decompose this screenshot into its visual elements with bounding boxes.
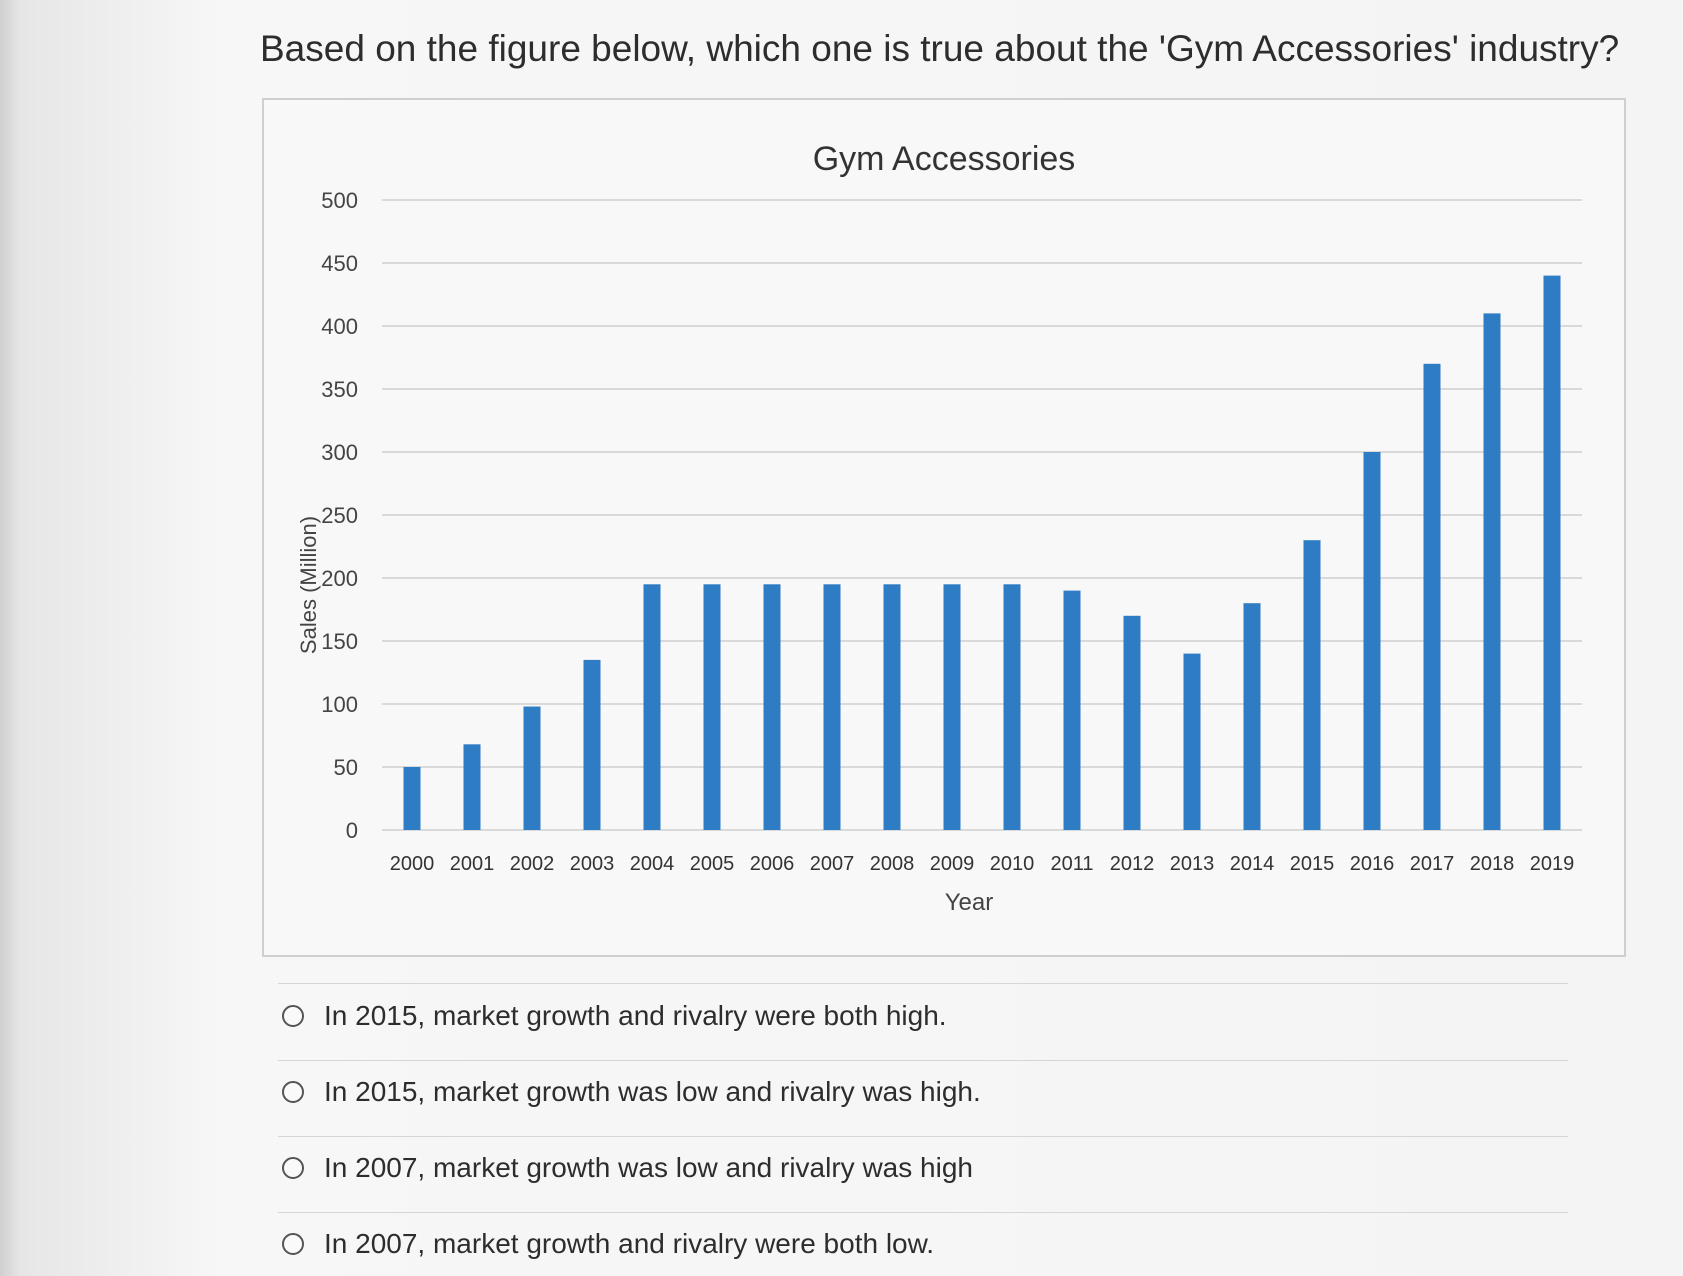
x-tick-label: 2001 — [450, 853, 495, 875]
y-tick-label: 0 — [346, 818, 358, 843]
bar-2013 — [1183, 653, 1201, 830]
bar-2010 — [1003, 584, 1021, 830]
x-tick-label: 2018 — [1470, 853, 1515, 875]
radio-button[interactable] — [282, 1005, 304, 1027]
bar-2011 — [1063, 590, 1081, 830]
bar-2017 — [1423, 363, 1441, 830]
bar-2019 — [1543, 275, 1561, 831]
y-tick-label: 150 — [321, 629, 358, 654]
bar-2009 — [943, 584, 961, 830]
y-tick-label: 500 — [321, 188, 358, 213]
x-tick-label: 2008 — [870, 853, 915, 875]
question-text: Based on the figure below, which one is … — [260, 28, 1620, 69]
x-tick-label: 2005 — [690, 853, 735, 875]
x-tick-label: 2015 — [1290, 853, 1335, 875]
answer-option[interactable]: In 2015, market growth and rivalry were … — [282, 1000, 947, 1032]
y-axis-label: Sales (Million) — [296, 516, 321, 654]
divider — [278, 1212, 1568, 1213]
radio-button[interactable] — [282, 1081, 304, 1103]
bar-2001 — [463, 744, 481, 830]
bar-2003 — [583, 659, 601, 830]
x-tick-label: 2004 — [630, 853, 675, 875]
answer-option-label: In 2007, market growth and rivalry were … — [324, 1228, 935, 1259]
radio-button[interactable] — [282, 1233, 304, 1255]
divider — [278, 1136, 1568, 1137]
answer-option[interactable]: In 2007, market growth was low and rival… — [282, 1152, 973, 1184]
bar-2014 — [1243, 603, 1261, 830]
divider — [278, 983, 1568, 984]
x-tick-label: 2007 — [810, 853, 855, 875]
bar-2004 — [643, 584, 661, 830]
y-tick-label: 450 — [321, 251, 358, 276]
x-tick-label: 2013 — [1170, 853, 1215, 875]
x-tick-label: 2011 — [1050, 853, 1093, 875]
bar-2006 — [763, 584, 781, 830]
answer-option[interactable]: In 2007, market growth and rivalry were … — [282, 1228, 934, 1260]
bar-2002 — [523, 706, 541, 830]
x-axis-label: Year — [945, 889, 994, 916]
answer-option-label: In 2015, market growth was low and rival… — [324, 1076, 981, 1107]
y-tick-label: 250 — [321, 503, 358, 528]
x-tick-label: 2016 — [1350, 853, 1395, 875]
x-tick-label: 2000 — [390, 853, 435, 875]
y-tick-label: 200 — [321, 566, 358, 591]
chart-figure: Gym Accessories Sales (Million) Year 200… — [262, 98, 1626, 957]
chart-title: Gym Accessories — [813, 140, 1076, 178]
y-tick-label: 350 — [321, 377, 358, 402]
bar-2007 — [823, 584, 841, 830]
bar-2000 — [403, 767, 421, 830]
y-tick-label: 400 — [321, 314, 358, 339]
bar-2015 — [1303, 540, 1321, 830]
answer-option-label: In 2007, market growth was low and rival… — [324, 1152, 973, 1183]
bar-2008 — [883, 584, 901, 830]
bar-2018 — [1483, 313, 1501, 830]
y-tick-label: 50 — [334, 755, 358, 780]
answer-option-label: In 2015, market growth and rivalry were … — [324, 1000, 947, 1031]
divider — [278, 1060, 1568, 1061]
y-tick-label: 300 — [321, 440, 358, 465]
bar-2016 — [1363, 452, 1381, 830]
x-tick-label: 2009 — [930, 853, 975, 875]
x-tick-label: 2010 — [990, 853, 1035, 875]
x-tick-label: 2003 — [570, 853, 615, 875]
x-tick-label: 2012 — [1110, 853, 1155, 875]
radio-button[interactable] — [282, 1157, 304, 1179]
bar-2005 — [703, 584, 721, 830]
bar-2012 — [1123, 615, 1141, 830]
x-tick-label: 2002 — [510, 853, 555, 875]
x-tick-label: 2017 — [1410, 853, 1455, 875]
x-tick-label: 2019 — [1530, 853, 1575, 875]
x-tick-label: 2006 — [750, 853, 795, 875]
bar-chart: Gym Accessories Sales (Million) Year 200… — [296, 140, 1582, 916]
answer-option[interactable]: In 2015, market growth was low and rival… — [282, 1076, 981, 1108]
y-tick-label: 100 — [321, 692, 358, 717]
x-tick-label: 2014 — [1230, 853, 1275, 875]
